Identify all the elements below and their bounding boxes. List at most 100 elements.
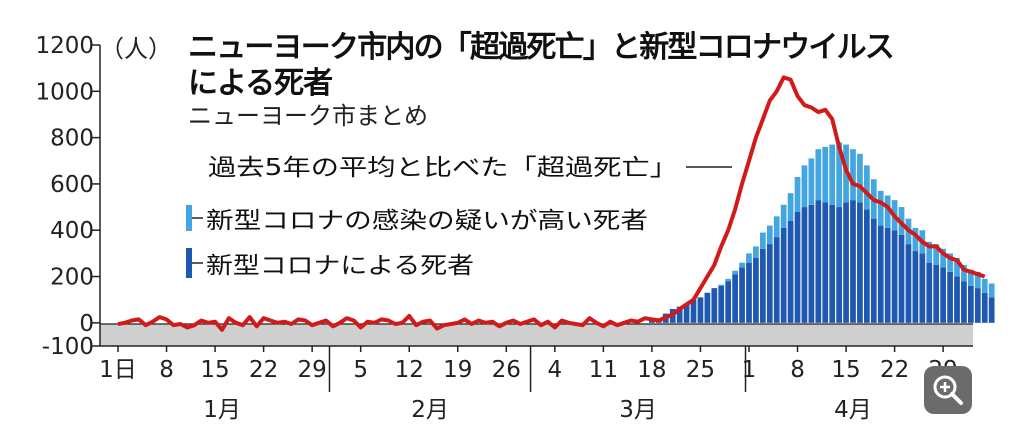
bar-confirmed <box>718 285 725 323</box>
zoom-in-icon <box>933 375 963 405</box>
bar-confirmed <box>773 237 780 323</box>
x-tick-label: 5 <box>353 357 368 383</box>
bar-confirmed <box>947 271 953 323</box>
y-tick-label: 1200 <box>35 33 94 59</box>
bar-suspected <box>968 269 974 286</box>
bar-suspected <box>961 264 967 282</box>
chart-title-line2: による死者 <box>188 66 333 101</box>
bar-confirmed <box>649 320 655 323</box>
bar-confirmed <box>981 292 988 323</box>
bar-confirmed <box>753 258 759 323</box>
bars-group <box>649 142 995 323</box>
bar-confirmed <box>836 207 842 323</box>
bar-confirmed <box>808 204 815 323</box>
bar-confirmed <box>815 200 822 323</box>
bar-suspected <box>759 232 766 249</box>
bar-confirmed <box>850 200 856 323</box>
bar-suspected <box>926 241 933 263</box>
bar-confirmed <box>933 264 940 323</box>
x-tick-label: 1日 <box>99 357 137 383</box>
bar-confirmed <box>711 288 718 323</box>
bar-suspected <box>912 227 919 252</box>
bar-suspected <box>857 153 863 203</box>
y-tick-label: 1000 <box>35 79 94 105</box>
bar-confirmed <box>697 297 704 323</box>
bar-confirmed <box>794 211 801 323</box>
x-tick-label: 11 <box>589 357 618 383</box>
y-tick-label: 0 <box>79 311 94 337</box>
bar-confirmed <box>787 220 794 323</box>
bar-suspected <box>725 278 732 282</box>
excess-annotation: 過去5年の平均と比べた「超過死亡」 <box>208 155 678 181</box>
x-tick-label: 8 <box>790 357 805 383</box>
chart-subtitle: ニューヨーク市まとめ <box>188 102 428 130</box>
negative-zone <box>100 324 973 346</box>
bar-confirmed <box>926 262 933 323</box>
bar-confirmed <box>961 281 967 323</box>
bar-confirmed <box>898 234 905 323</box>
bar-confirmed <box>884 227 891 323</box>
month-label: 4月 <box>834 397 872 423</box>
bar-suspected <box>940 248 946 268</box>
x-ticks-group: 1日81522295121926411182518152229 <box>99 346 958 383</box>
bar-confirmed <box>746 262 752 323</box>
legend-swatch-suspected <box>186 205 192 231</box>
chart-title-line1: ニューヨーク市内の「超過死亡」と新型コロナウイルス <box>188 30 895 65</box>
bar-suspected <box>933 244 940 265</box>
bar-suspected <box>766 225 773 245</box>
bar-confirmed <box>690 299 697 323</box>
x-tick-label: 12 <box>395 357 424 383</box>
bar-suspected <box>988 283 995 298</box>
bar-suspected <box>808 158 815 205</box>
excess-deaths-line <box>117 75 986 332</box>
month-label: 1月 <box>203 397 241 423</box>
bar-suspected <box>877 190 884 226</box>
x-tick-label: 22 <box>880 357 909 383</box>
bar-confirmed <box>843 202 849 323</box>
bar-suspected <box>780 204 787 228</box>
bar-suspected <box>753 246 759 259</box>
bar-confirmed <box>863 209 870 323</box>
legend-swatch-confirmed <box>186 248 192 278</box>
bar-suspected <box>884 195 891 228</box>
bar-suspected <box>732 270 738 275</box>
bar-confirmed <box>822 202 829 323</box>
bar-confirmed <box>968 285 974 323</box>
bar-confirmed <box>870 218 877 323</box>
bar-confirmed <box>954 276 960 323</box>
bar-confirmed <box>974 288 981 323</box>
bar-suspected <box>981 278 988 293</box>
bar-confirmed <box>732 274 738 323</box>
y-axis-unit: （人） <box>100 35 172 63</box>
bar-confirmed <box>759 248 766 323</box>
bar-suspected <box>746 253 752 263</box>
x-tick-label: 25 <box>686 357 715 383</box>
bar-confirmed <box>857 202 863 323</box>
x-tick-label: 8 <box>159 357 174 383</box>
bar-confirmed <box>919 253 926 323</box>
bar-suspected <box>836 142 842 208</box>
bar-suspected <box>773 216 780 238</box>
bar-suspected <box>829 144 836 205</box>
y-tick-label: 800 <box>50 126 94 152</box>
bar-confirmed <box>877 225 884 323</box>
bar-suspected <box>850 149 856 201</box>
bar-confirmed <box>891 230 898 323</box>
x-tick-label: 26 <box>492 357 521 383</box>
month-label: 3月 <box>619 397 657 423</box>
bar-suspected <box>974 271 981 289</box>
bar-confirmed <box>905 244 912 323</box>
bar-confirmed <box>940 267 946 323</box>
bar-suspected <box>801 165 808 208</box>
bar-suspected <box>947 253 953 272</box>
x-tick-label: 1 <box>742 357 757 383</box>
bar-confirmed <box>683 304 690 323</box>
zoom-in-button[interactable] <box>924 366 972 414</box>
bar-confirmed <box>912 251 919 323</box>
bar-confirmed <box>988 297 995 323</box>
x-tick-label: 18 <box>637 357 666 383</box>
bar-suspected <box>822 146 829 203</box>
x-tick-label: 19 <box>443 357 472 383</box>
legend-label-suspected: 新型コロナの感染の疑いが高い死者 <box>206 208 648 234</box>
